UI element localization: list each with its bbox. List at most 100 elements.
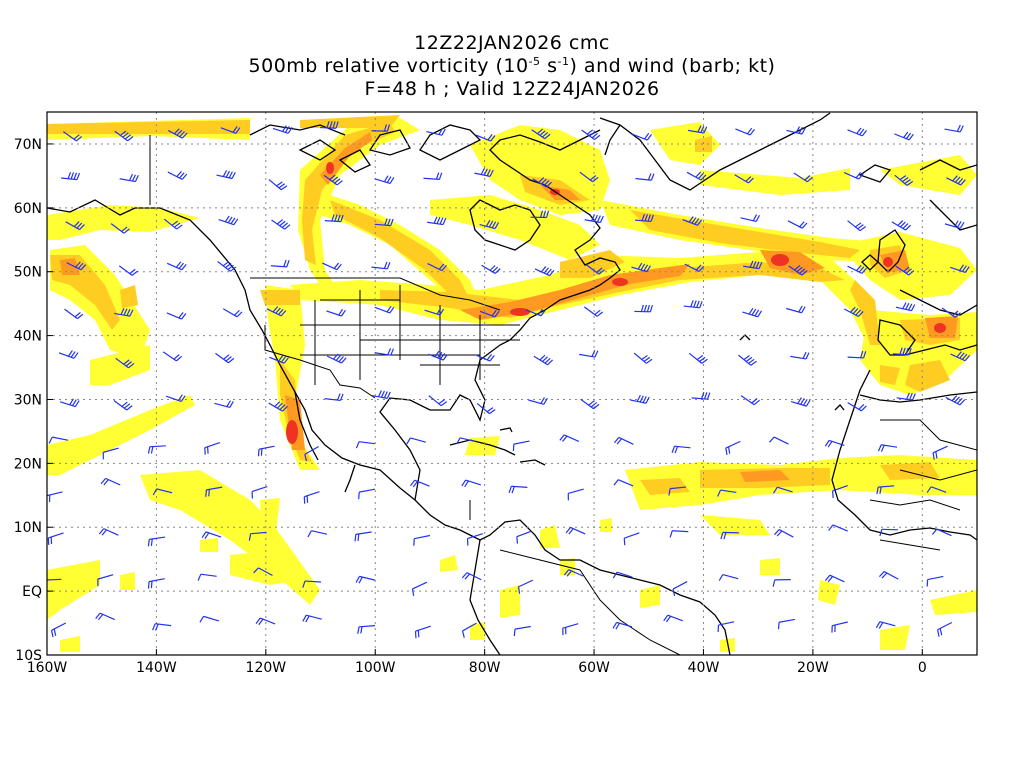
wind-barb (843, 172, 864, 180)
wind-barb (428, 350, 448, 361)
wind-barb (769, 436, 789, 445)
wind-barb (481, 264, 501, 274)
wind-barb (110, 223, 130, 234)
wind-barb (268, 179, 288, 191)
wind-barb (218, 215, 239, 226)
wind-barb (205, 486, 223, 497)
wind-barb (532, 177, 552, 188)
wind-barb (324, 214, 344, 223)
wind-barb (358, 488, 376, 500)
wind-barb (411, 581, 428, 596)
wind-barb (790, 351, 810, 360)
wind-barb (926, 486, 947, 493)
wind-barb (98, 528, 119, 536)
wind-barb (531, 128, 551, 140)
wind-barbs (47, 121, 971, 639)
wind-barb (114, 130, 134, 142)
wind-barb (414, 625, 431, 639)
wind-barb (717, 621, 735, 633)
wind-barb (735, 127, 755, 136)
wind-barb (584, 214, 604, 224)
wind-barb (847, 350, 867, 359)
wind-barb (476, 402, 496, 415)
lat-tick-label: 50N (14, 265, 42, 281)
wind-barb (354, 531, 372, 542)
wind-barb (255, 617, 276, 626)
wind-barb (525, 308, 546, 317)
wind-barb (302, 580, 322, 588)
wind-barb (216, 170, 236, 180)
wind-barb (528, 397, 548, 405)
wind-barb (428, 395, 448, 407)
wind-barb (824, 574, 845, 583)
wind-barb (932, 445, 948, 460)
wind-barb (268, 401, 288, 412)
wind-barb (788, 265, 808, 276)
wind-barb (740, 214, 761, 222)
wind-barb (777, 618, 795, 630)
wind-barb (152, 488, 173, 496)
wind-barb (95, 612, 115, 621)
wind-barb (326, 308, 346, 317)
wind-barb (877, 444, 898, 452)
wind-barb (167, 128, 188, 139)
wind-barb (691, 391, 711, 400)
wind-barb (847, 402, 867, 412)
wind-barb (876, 485, 895, 495)
wind-barb (47, 578, 62, 581)
wind-barb (307, 530, 328, 538)
wind-barb (114, 308, 134, 317)
wind-barb (320, 121, 339, 129)
wind-barb (847, 127, 868, 137)
wind-barb (786, 126, 806, 135)
wind-barb (559, 434, 580, 443)
wind-barb (896, 392, 916, 401)
wind-barb (427, 216, 447, 226)
lon-tick-label: 140W (136, 660, 177, 676)
wind-barb (410, 479, 430, 488)
wind-barb (832, 485, 848, 498)
wind-barb (461, 622, 477, 638)
wind-barb (272, 125, 293, 134)
wind-barb (585, 264, 605, 275)
wind-barb (831, 621, 848, 633)
wind-barb (456, 437, 476, 445)
wind-barb (475, 353, 495, 362)
wind-barb (304, 445, 319, 462)
wind-barb (635, 173, 655, 181)
wind-barb (580, 398, 600, 410)
wind-barb (725, 440, 741, 456)
wind-barb (201, 531, 222, 539)
wind-barb (113, 400, 133, 411)
wind-barb (612, 621, 633, 630)
wind-barb (58, 350, 79, 359)
wind-barb (740, 395, 760, 406)
wind-barb (672, 581, 688, 597)
wind-barb (634, 304, 653, 313)
wind-barb (323, 174, 343, 186)
wind-barb (147, 536, 166, 547)
wind-barb (253, 567, 273, 577)
lat-tick-label: EQ (22, 584, 42, 600)
wind-barb (461, 572, 482, 581)
wind-barb (406, 437, 426, 445)
wind-barb (66, 261, 87, 271)
lat-tick-label: 40N (14, 329, 42, 345)
plot-frame (46, 111, 978, 656)
wind-barb (720, 531, 739, 540)
title-field-mid: s (540, 55, 558, 77)
wind-barb (326, 353, 347, 364)
wind-barb (717, 489, 737, 497)
wind-barb (891, 220, 911, 231)
wind-barb (875, 621, 896, 629)
wind-barb (65, 221, 85, 231)
wind-barb (931, 528, 952, 537)
wind-barb (427, 263, 447, 272)
wind-barb (374, 305, 395, 314)
title-field-prefix: 500mb relative vorticity (10 (248, 55, 529, 77)
wind-barb (257, 445, 275, 457)
wind-barb (894, 174, 914, 186)
wind-barb (631, 262, 651, 273)
lon-tick-label: 160W (27, 660, 68, 676)
